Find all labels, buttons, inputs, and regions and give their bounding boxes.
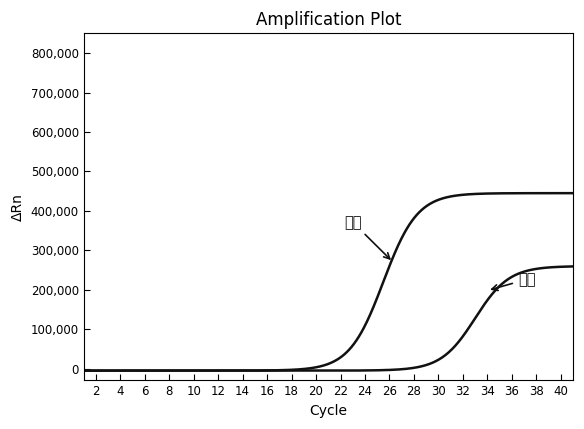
Text: 突变: 突变 xyxy=(492,272,536,290)
Y-axis label: ΔRn: ΔRn xyxy=(11,193,25,221)
Title: Amplification Plot: Amplification Plot xyxy=(256,11,401,29)
X-axis label: Cycle: Cycle xyxy=(310,404,347,418)
Text: 参照: 参照 xyxy=(344,214,390,259)
